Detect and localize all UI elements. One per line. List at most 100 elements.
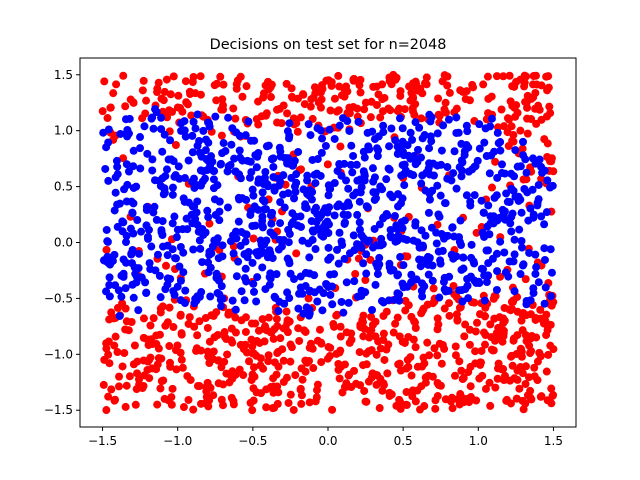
scatter-point-red bbox=[252, 115, 261, 124]
scatter-point-blue bbox=[258, 221, 267, 230]
scatter-point-blue bbox=[258, 263, 267, 272]
scatter-point-red bbox=[413, 362, 422, 371]
scatter-point-blue bbox=[409, 152, 418, 161]
scatter-point-blue bbox=[493, 216, 502, 225]
scatter-point-red bbox=[499, 72, 508, 81]
scatter-point-red bbox=[160, 87, 169, 96]
scatter-point-red bbox=[163, 113, 172, 122]
scatter-point-red bbox=[451, 371, 460, 380]
scatter-point-red bbox=[513, 108, 522, 117]
scatter-point-blue bbox=[541, 283, 550, 292]
scatter-point-blue bbox=[235, 146, 244, 155]
scatter-point-blue bbox=[168, 245, 177, 254]
scatter-point-red bbox=[237, 316, 246, 325]
scatter-point-red bbox=[107, 385, 116, 394]
scatter-point-red bbox=[318, 84, 327, 93]
scatter-point-blue bbox=[333, 245, 342, 254]
scatter-point-red bbox=[165, 303, 174, 312]
scatter-point-red bbox=[222, 369, 231, 378]
scatter-point-red bbox=[254, 326, 263, 335]
scatter-point-blue bbox=[198, 258, 207, 267]
scatter-point-blue bbox=[337, 297, 346, 306]
scatter-point-blue bbox=[172, 233, 181, 242]
scatter-point-blue bbox=[112, 156, 121, 165]
scatter-point-blue bbox=[502, 189, 511, 198]
scatter-point-blue bbox=[382, 175, 391, 184]
scatter-point-red bbox=[417, 114, 426, 123]
scatter-point-red bbox=[217, 363, 226, 372]
scatter-point-blue bbox=[538, 168, 547, 177]
scatter-point-red bbox=[507, 122, 516, 131]
scatter-point-blue bbox=[343, 211, 352, 220]
scatter-point-red bbox=[286, 357, 295, 366]
scatter-point-blue bbox=[445, 272, 454, 281]
scatter-point-blue bbox=[369, 177, 378, 186]
scatter-point-blue bbox=[432, 239, 441, 248]
scatter-point-red bbox=[505, 305, 514, 314]
scatter-point-blue bbox=[181, 132, 190, 141]
scatter-point-red bbox=[264, 357, 273, 366]
scatter-point-blue bbox=[310, 170, 319, 179]
scatter-point-red bbox=[196, 72, 205, 81]
scatter-point-blue bbox=[525, 248, 534, 257]
scatter-point-red bbox=[270, 325, 279, 334]
scatter-point-blue bbox=[301, 268, 310, 277]
scatter-point-red bbox=[139, 314, 148, 323]
scatter-point-red bbox=[305, 356, 314, 365]
scatter-point-red bbox=[460, 397, 469, 406]
scatter-point-blue bbox=[102, 225, 111, 234]
scatter-point-blue bbox=[257, 240, 266, 249]
scatter-point-red bbox=[357, 323, 366, 332]
scatter-point-red bbox=[360, 105, 369, 114]
scatter-point-blue bbox=[372, 241, 381, 250]
points-layer bbox=[98, 70, 558, 415]
scatter-point-blue bbox=[106, 260, 115, 269]
scatter-point-blue bbox=[474, 277, 483, 286]
scatter-point-red bbox=[241, 327, 250, 336]
scatter-point-blue bbox=[238, 156, 247, 165]
scatter-point-red bbox=[549, 345, 558, 354]
scatter-point-red bbox=[493, 374, 502, 383]
scatter-point-red bbox=[297, 391, 306, 400]
scatter-point-blue bbox=[317, 148, 326, 157]
scatter-point-red bbox=[343, 108, 352, 117]
scatter-point-blue bbox=[424, 270, 433, 279]
scatter-point-blue bbox=[436, 191, 445, 200]
scatter-point-blue bbox=[241, 131, 250, 140]
scatter-point-red bbox=[342, 382, 351, 391]
scatter-point-blue bbox=[330, 179, 339, 187]
scatter-point-blue bbox=[244, 117, 253, 126]
scatter-point-blue bbox=[312, 203, 321, 212]
scatter-point-red bbox=[262, 403, 271, 412]
scatter-point-red bbox=[458, 374, 467, 383]
scatter-point-red bbox=[109, 314, 118, 323]
scatter-point-blue bbox=[193, 181, 202, 190]
scatter-point-red bbox=[165, 342, 174, 351]
scatter-point-blue bbox=[111, 188, 120, 197]
scatter-point-blue bbox=[296, 283, 305, 292]
scatter-point-blue bbox=[253, 273, 262, 282]
scatter-point-red bbox=[349, 74, 358, 83]
scatter-point-red bbox=[143, 365, 152, 374]
scatter-point-red bbox=[160, 394, 169, 403]
scatter-point-blue bbox=[269, 231, 278, 240]
scatter-point-blue bbox=[353, 210, 362, 219]
scatter-point-blue bbox=[245, 173, 254, 182]
scatter-point-blue bbox=[394, 231, 403, 240]
scatter-point-red bbox=[258, 315, 267, 324]
scatter-point-red bbox=[133, 369, 142, 378]
scatter-point-red bbox=[262, 109, 271, 118]
scatter-point-blue bbox=[459, 264, 468, 273]
scatter-point-blue bbox=[150, 202, 159, 211]
scatter-point-red bbox=[525, 341, 534, 350]
scatter-point-blue bbox=[479, 230, 488, 239]
scatter-point-red bbox=[497, 365, 506, 374]
scatter-point-red bbox=[104, 350, 113, 359]
scatter-point-blue bbox=[355, 197, 364, 206]
scatter-point-red bbox=[182, 98, 191, 107]
scatter-point-blue bbox=[517, 208, 526, 217]
scatter-point-blue bbox=[113, 200, 122, 209]
scatter-point-blue bbox=[447, 250, 456, 259]
scatter-point-blue bbox=[411, 218, 420, 227]
scatter-point-red bbox=[423, 338, 432, 347]
